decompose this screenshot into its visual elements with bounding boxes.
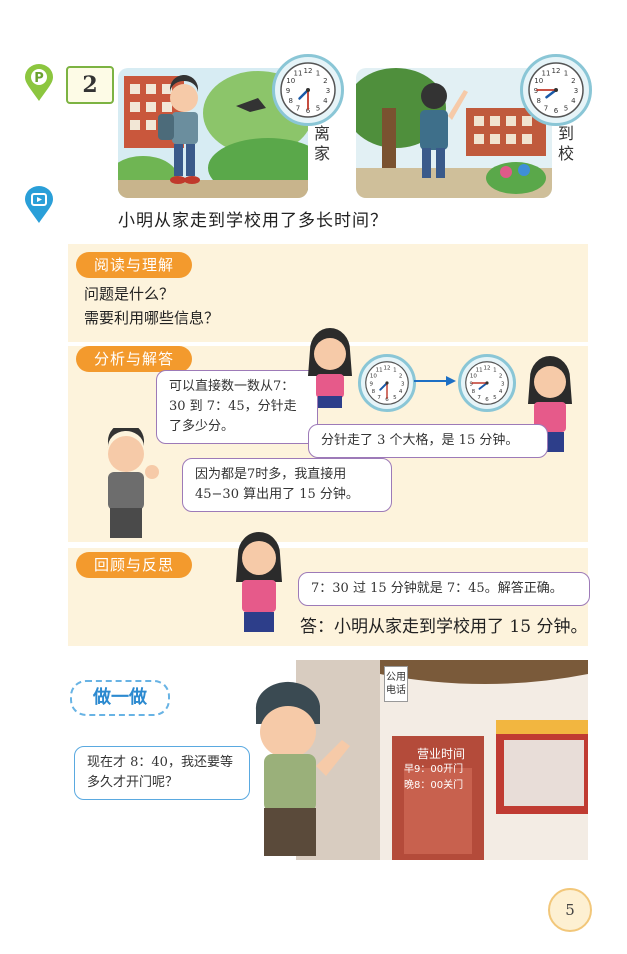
clock-numeral: 12 [304, 67, 313, 75]
hour-hand [379, 382, 388, 391]
clock-numeral: 9 [469, 381, 473, 387]
clock-numeral: 1 [316, 70, 320, 78]
clock-numeral: 8 [288, 97, 292, 105]
answer-text: 答：小明从家走到学校用了 15 分钟。 [300, 617, 588, 637]
clock-numeral: 5 [316, 104, 320, 112]
clock-center [554, 88, 558, 92]
clock-numeral: 2 [399, 373, 403, 379]
clock-numeral: 9 [369, 381, 373, 387]
clock-arrive-school: 1 2 3 4 5 6 7 8 9 10 11 12 [520, 54, 592, 126]
clock-numeral: 4 [323, 97, 328, 105]
clock-numeral: 6 [485, 397, 489, 403]
clock-numeral: 10 [534, 77, 543, 85]
girl-thinking-illustration [308, 328, 352, 408]
clock-end-745: 1 2 3 4 5 6 7 8 9 10 11 12 [458, 354, 516, 412]
read-line-1: 问题是什么？ [84, 285, 175, 303]
clock-center [306, 88, 310, 92]
clock-numeral: 1 [493, 368, 497, 374]
girl-reviewing-illustration [236, 532, 282, 632]
clock-numeral: 8 [472, 389, 476, 395]
clock-numeral: 11 [542, 70, 551, 78]
arrive-school-illustration [356, 68, 552, 198]
clock-numeral: 3 [501, 381, 505, 387]
clock-center [485, 381, 489, 385]
svg-text:P: P [34, 71, 44, 86]
bubble-girl-result: 分针走了 3 个大格，是 15 分钟。 [308, 424, 548, 458]
clock-numeral: 9 [286, 87, 290, 95]
practice-tag: 做一做 [70, 680, 170, 716]
scene-arrive-school [356, 68, 552, 198]
tag-review-reflect: 回顾与反思 [76, 552, 193, 578]
bubble-girl-count: 可以直接数一数从7：30 到 7：45，分针走了多少分。 [156, 370, 318, 444]
bubble-boy-subtract: 因为都是7时多，我直接用45−30 算出用了 15 分钟。 [182, 458, 392, 512]
clock-numeral: 10 [470, 373, 477, 379]
tag-analyze-answer: 分析与解答 [76, 346, 193, 372]
clock-numeral: 8 [372, 389, 376, 395]
hours-close: 晚8：00关门 [404, 780, 464, 791]
business-hours-board: 营业时间 早9：00开门 晚8：00关门 [404, 746, 478, 794]
arrow-right-icon [414, 376, 456, 386]
clock-numeral: 4 [499, 389, 503, 395]
video-pin-icon [25, 186, 53, 223]
clock-numeral: 2 [499, 373, 503, 379]
boy-waiting-illustration [255, 681, 350, 856]
clock-numeral: 5 [564, 104, 568, 112]
clock-center [385, 381, 389, 385]
clock-numeral: 10 [286, 77, 295, 85]
clock-numeral: 4 [571, 97, 576, 105]
clock-leave-home: 1 2 3 4 5 6 7 8 9 10 11 12 [272, 54, 344, 126]
label-arrive-school: 到校 [557, 124, 574, 163]
clock-numeral: 4 [399, 389, 403, 395]
clock-numeral: 10 [370, 373, 377, 379]
clock-numeral: 12 [384, 366, 391, 372]
clock-numeral: 3 [326, 87, 330, 95]
clock-numeral: 5 [393, 395, 397, 401]
hour-hand [298, 88, 310, 100]
clock-numeral: 3 [574, 87, 578, 95]
clock-numeral: 2 [323, 77, 327, 85]
hours-open: 早9：00开门 [404, 764, 464, 775]
girl-pointing-illustration [528, 356, 572, 452]
clock-numeral: 1 [393, 368, 397, 374]
problem-question: 小明从家走到学校用了多长时间？ [118, 211, 388, 231]
clock-numeral: 5 [493, 395, 497, 401]
page-number: 5 [548, 888, 592, 932]
hours-title: 营业时间 [416, 747, 465, 761]
clock-numeral: 7 [296, 104, 300, 112]
clock-numeral: 7 [544, 104, 548, 112]
clock-numeral: 11 [476, 368, 483, 374]
read-line-2: 需要利用哪些信息？ [84, 309, 220, 327]
clock-start-730: 1 2 3 4 5 6 7 8 9 10 11 12 [358, 354, 416, 412]
clock-numeral: 8 [536, 97, 540, 105]
clock-numeral: 2 [571, 77, 575, 85]
panel-read-understand: 阅读与理解 问题是什么？ 需要利用哪些信息？ [68, 244, 588, 342]
clock-numeral: 11 [376, 368, 383, 374]
phone-sign: 公用电话 [384, 666, 408, 702]
boy-explaining-illustration [107, 428, 159, 538]
practice-pin-icon: P [25, 64, 53, 101]
clock-numeral: 1 [564, 70, 568, 78]
clock-numeral: 6 [385, 397, 389, 403]
label-leave-home: 离家 [313, 124, 330, 163]
clock-numeral: 7 [477, 395, 481, 401]
bubble-review: 7：30 过 15 分钟就是 7：45。解答正确。 [298, 572, 590, 606]
clock-numeral: 12 [552, 67, 561, 75]
clock-numeral: 11 [294, 70, 303, 78]
clock-numeral: 7 [377, 395, 381, 401]
bubble-practice: 现在才 8：40，我还要等多久才开门呢？ [74, 746, 250, 800]
clock-numeral: 9 [534, 87, 538, 95]
clock-numeral: 12 [484, 366, 491, 372]
clock-numeral: 3 [401, 381, 405, 387]
problem-number: 2 [66, 66, 114, 104]
clock-numeral: 6 [306, 107, 311, 115]
tag-read-understand: 阅读与理解 [76, 252, 193, 278]
clock-numeral: 6 [554, 107, 559, 115]
